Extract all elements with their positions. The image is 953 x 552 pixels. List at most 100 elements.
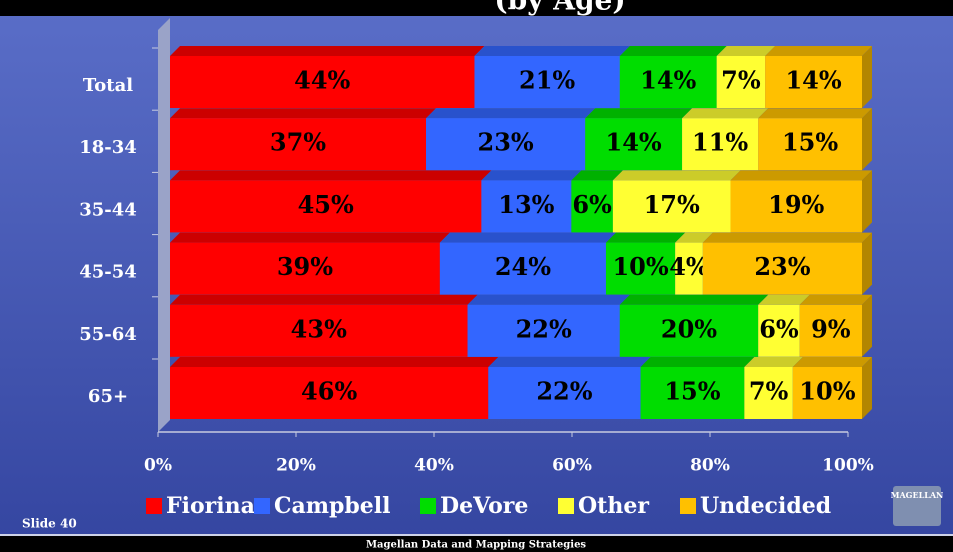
bar-face: [170, 108, 437, 119]
x-tick-label: 20%: [276, 456, 316, 476]
legend-swatch: [680, 498, 696, 514]
legend-swatch: [558, 498, 574, 514]
bar-face: [619, 304, 759, 357]
bar-face: [744, 357, 803, 367]
bar-face: [619, 46, 727, 56]
bar-face: [426, 108, 596, 119]
value-label: 10%: [612, 252, 668, 281]
bar-segment: [170, 232, 450, 295]
bar-face: [612, 170, 741, 181]
value-label: 23%: [754, 252, 810, 281]
bar-segment: [571, 170, 623, 233]
bar-segment: [467, 294, 630, 357]
bar-segment: [585, 108, 693, 171]
y-tick-label: Total: [83, 75, 133, 96]
bar-face: [170, 357, 499, 367]
value-label: 20%: [661, 314, 717, 343]
bar-segment: [426, 108, 596, 171]
bar-side: [862, 108, 872, 171]
bar-face: [481, 180, 572, 233]
bar-face: [682, 108, 769, 119]
bar-segment: [758, 108, 872, 171]
bar-segment: [792, 357, 872, 419]
bar-face: [682, 118, 759, 171]
bar-segment: [605, 232, 686, 295]
bar-segment: [619, 294, 769, 357]
value-label: 22%: [516, 314, 572, 343]
bar-face: [765, 46, 872, 56]
left-wall: [158, 18, 170, 432]
legend-swatch: [420, 498, 436, 514]
bar-segment: [702, 232, 872, 295]
bar-face: [585, 118, 683, 171]
bar-face: [170, 242, 440, 295]
bar-face: [730, 170, 872, 181]
bar-segment: [744, 357, 803, 419]
bar-face: [474, 46, 630, 56]
value-label: 43%: [291, 314, 347, 343]
bar-face: [799, 304, 862, 357]
bar-face: [765, 56, 862, 108]
bar-segment: [488, 357, 651, 419]
value-label: 45%: [298, 190, 354, 219]
x-tick-label: 60%: [552, 456, 592, 476]
value-label: 46%: [301, 377, 357, 406]
value-label: 10%: [799, 377, 855, 406]
bar-segment: [799, 294, 872, 357]
bar-segment: [758, 294, 810, 357]
bar-face: [481, 170, 582, 181]
legend-swatch: [146, 498, 162, 514]
bar-segment: [439, 232, 616, 295]
value-label: 4%: [669, 252, 709, 281]
y-tick-label: 45-54: [79, 262, 137, 283]
bar-segment: [612, 170, 741, 233]
logo: [893, 486, 941, 526]
value-label: 7%: [749, 377, 789, 406]
bar-segment: [170, 170, 492, 233]
bar-segment: [474, 46, 630, 108]
value-label: 21%: [519, 66, 575, 95]
bar-segment: [170, 108, 437, 171]
bar-side: [862, 170, 872, 233]
value-label: 14%: [785, 66, 841, 95]
bar-face: [716, 56, 766, 108]
value-label: 14%: [606, 128, 662, 157]
bar-face: [170, 180, 482, 233]
value-label: 37%: [270, 128, 326, 157]
bar-face: [640, 367, 745, 419]
bar-segment: [170, 46, 485, 108]
bar-segment: [716, 46, 776, 108]
x-tick-label: 40%: [414, 456, 454, 476]
value-label: 6%: [572, 190, 612, 219]
value-label: 9%: [811, 314, 851, 343]
bar-face: [758, 294, 810, 305]
bar-segment: [682, 108, 769, 171]
y-tick-label: 55-64: [79, 324, 137, 345]
bar-segment: [730, 170, 872, 233]
bar-face: [439, 242, 606, 295]
bar-face: [716, 46, 776, 56]
x-tick-label: 0%: [144, 456, 172, 476]
bar-face: [758, 108, 872, 119]
bar-side: [862, 294, 872, 357]
bar-face: [170, 170, 492, 181]
legend-swatch: [254, 498, 270, 514]
bar-face: [474, 56, 620, 108]
value-label: 44%: [294, 66, 350, 95]
bar-face: [675, 242, 703, 295]
bar-face: [467, 294, 630, 305]
legend-label: Undecided: [700, 493, 831, 519]
value-label: 23%: [478, 128, 534, 157]
bar-face: [426, 118, 586, 171]
slide-number: Slide 40: [22, 517, 77, 531]
value-label: 11%: [692, 128, 748, 157]
bar-face: [605, 232, 686, 243]
legend-label: Campbell: [274, 493, 391, 519]
bar-side: [862, 46, 872, 108]
legend-label: Fiorina: [166, 493, 255, 519]
bar-face: [675, 232, 713, 243]
value-label: 15%: [782, 128, 838, 157]
bar-face: [467, 304, 620, 357]
logo-text: MAGELLAN: [891, 490, 944, 500]
